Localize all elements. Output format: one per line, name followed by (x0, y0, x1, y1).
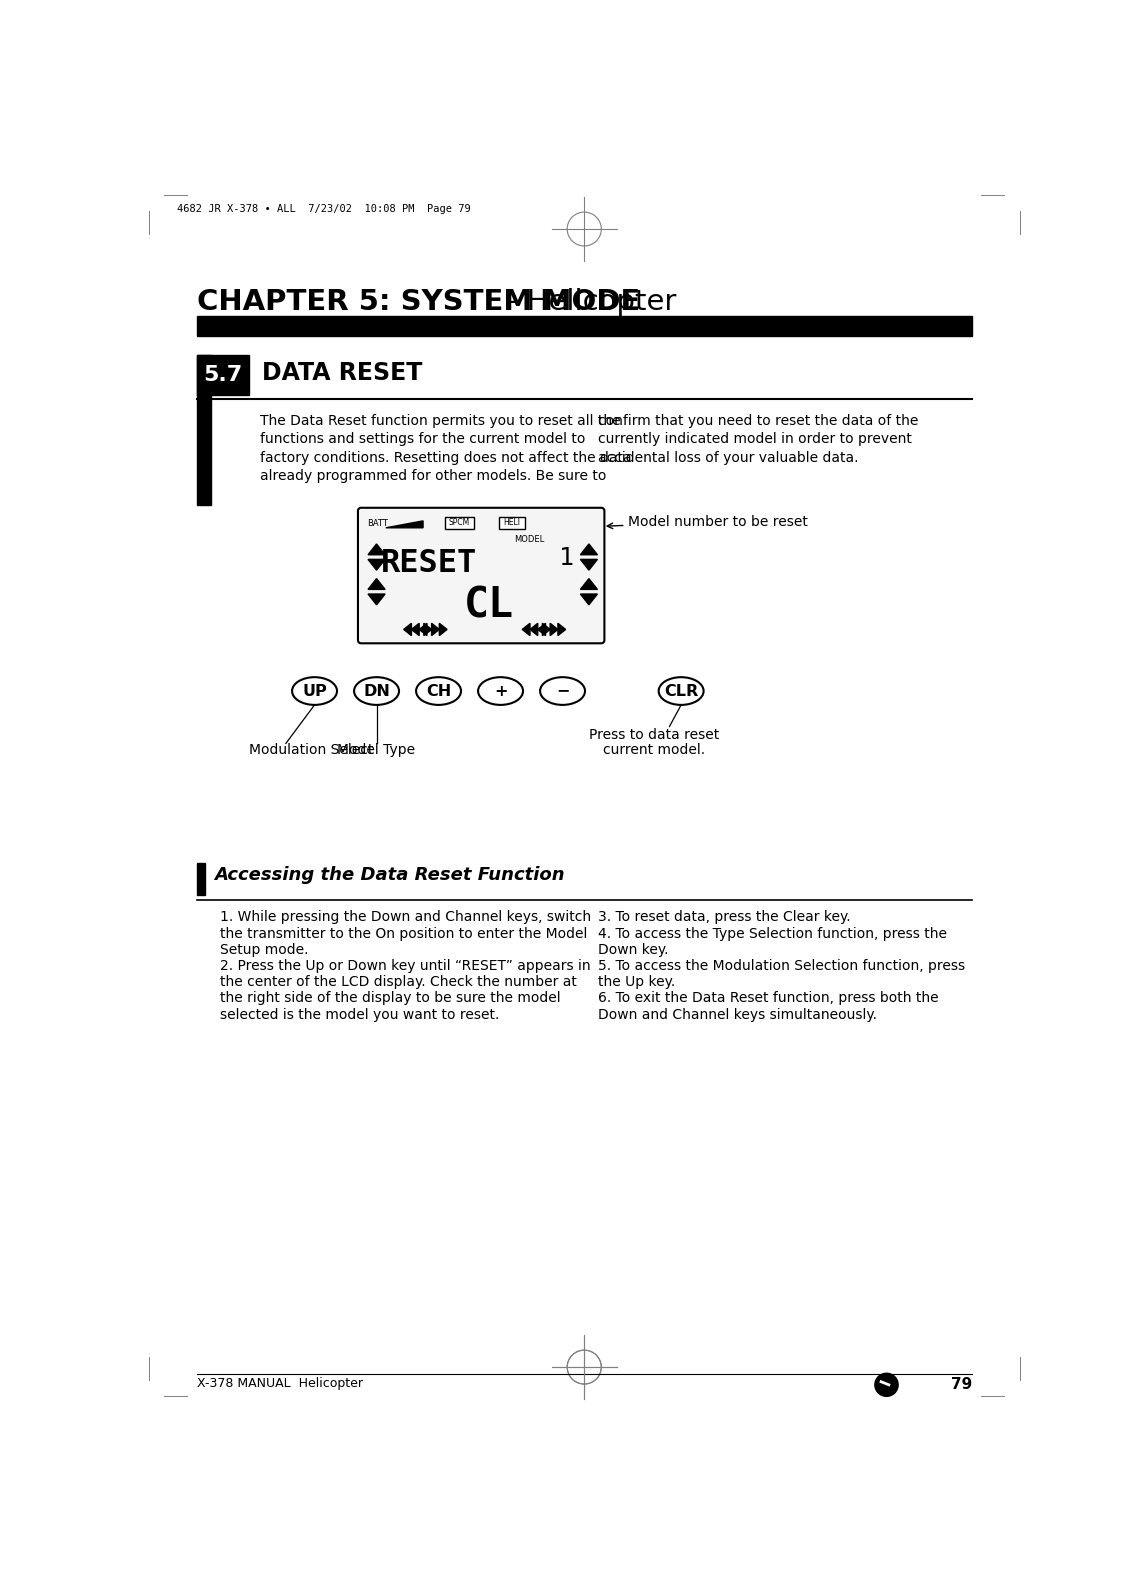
FancyBboxPatch shape (358, 507, 604, 643)
Polygon shape (368, 594, 385, 605)
Bar (499, 517, 526, 529)
Text: 3. To reset data, press the Clear key.: 3. To reset data, press the Clear key. (598, 910, 850, 925)
Circle shape (874, 1373, 898, 1397)
Text: DATA RESET: DATA RESET (262, 361, 422, 384)
Bar (445, 517, 474, 529)
Text: CL: CL (464, 584, 514, 625)
Ellipse shape (292, 677, 337, 706)
Ellipse shape (540, 677, 585, 706)
Polygon shape (385, 521, 423, 528)
Text: DN: DN (364, 684, 390, 699)
Text: accidental loss of your valuable data.: accidental loss of your valuable data. (598, 450, 858, 465)
Polygon shape (538, 624, 546, 636)
Text: UP: UP (302, 684, 327, 699)
Polygon shape (420, 624, 426, 636)
Text: +: + (494, 684, 507, 699)
Polygon shape (543, 624, 551, 636)
Polygon shape (368, 578, 385, 589)
Text: CHAPTER 5: SYSTEM MODE: CHAPTER 5: SYSTEM MODE (197, 288, 641, 315)
Polygon shape (424, 624, 432, 636)
Text: currently indicated model in order to prevent: currently indicated model in order to pr… (598, 432, 912, 446)
Text: MODEL: MODEL (514, 536, 544, 545)
Text: SPCM: SPCM (449, 518, 470, 528)
Polygon shape (530, 624, 538, 636)
Text: 79: 79 (951, 1377, 971, 1392)
Text: 1. While pressing the Down and Channel keys, switch: 1. While pressing the Down and Channel k… (220, 910, 592, 925)
Text: - Helicopter: - Helicopter (507, 288, 676, 315)
Text: the transmitter to the On position to enter the Model: the transmitter to the On position to en… (220, 926, 587, 940)
Text: CH: CH (426, 684, 451, 699)
Polygon shape (557, 624, 565, 636)
Ellipse shape (478, 677, 523, 706)
Bar (197, 354, 211, 504)
Text: The Data Reset function permits you to reset all the: The Data Reset function permits you to r… (260, 414, 621, 428)
Text: Model Type: Model Type (337, 743, 416, 758)
Polygon shape (522, 624, 530, 636)
Text: confirm that you need to reset the data of the: confirm that you need to reset the data … (598, 414, 919, 428)
Bar (197, 863, 204, 895)
Text: Setup mode.: Setup mode. (220, 943, 309, 958)
Polygon shape (580, 578, 597, 589)
Bar (197, 354, 250, 395)
Text: Down key.: Down key. (598, 943, 669, 958)
Text: 4682 JR X-378 • ALL  7/23/02  10:08 PM  Page 79: 4682 JR X-378 • ALL 7/23/02 10:08 PM Pag… (177, 205, 471, 214)
Text: Modulation Select: Modulation Select (250, 743, 374, 758)
Polygon shape (368, 559, 385, 570)
Text: 6. To exit the Data Reset function, press both the: 6. To exit the Data Reset function, pres… (598, 991, 939, 1005)
Text: Model number to be reset: Model number to be reset (608, 515, 808, 529)
Text: the right side of the display to be sure the model: the right side of the display to be sure… (220, 991, 561, 1005)
Text: 4. To access the Type Selection function, press the: 4. To access the Type Selection function… (598, 926, 947, 940)
Text: the Up key.: the Up key. (598, 975, 675, 989)
Polygon shape (404, 624, 412, 636)
Text: selected is the model you want to reset.: selected is the model you want to reset. (220, 1008, 499, 1022)
Text: 5. To access the Modulation Selection function, press: 5. To access the Modulation Selection fu… (598, 959, 966, 973)
Polygon shape (439, 624, 447, 636)
Ellipse shape (355, 677, 399, 706)
Polygon shape (412, 624, 420, 636)
Text: 5.7: 5.7 (203, 364, 243, 384)
Text: functions and settings for the current model to: functions and settings for the current m… (260, 432, 586, 446)
Text: Down and Channel keys simultaneously.: Down and Channel keys simultaneously. (598, 1008, 877, 1022)
Ellipse shape (416, 677, 461, 706)
Ellipse shape (659, 677, 703, 706)
Text: X-378 MANUAL  Helicopter: X-378 MANUAL Helicopter (197, 1377, 363, 1391)
Text: 1: 1 (559, 545, 573, 570)
Bar (197, 317, 971, 335)
Polygon shape (432, 624, 439, 636)
Text: the center of the LCD display. Check the number at: the center of the LCD display. Check the… (220, 975, 577, 989)
Text: Press to data reset: Press to data reset (589, 728, 719, 742)
Text: factory conditions. Resetting does not affect the data: factory conditions. Resetting does not a… (260, 450, 632, 465)
Text: −: − (556, 684, 569, 699)
Polygon shape (551, 624, 557, 636)
Text: RESET: RESET (381, 548, 478, 580)
Text: HELI: HELI (504, 518, 521, 528)
Text: CLR: CLR (663, 684, 698, 699)
Polygon shape (580, 543, 597, 554)
Polygon shape (580, 594, 597, 605)
Text: current model.: current model. (603, 743, 705, 758)
Polygon shape (368, 543, 385, 554)
Text: 2. Press the Up or Down key until “RESET” appears in: 2. Press the Up or Down key until “RESET… (220, 959, 591, 973)
Text: BATT: BATT (367, 518, 388, 528)
Polygon shape (580, 559, 597, 570)
Text: already programmed for other models. Be sure to: already programmed for other models. Be … (260, 469, 606, 484)
Text: Accessing the Data Reset Function: Accessing the Data Reset Function (214, 866, 564, 884)
